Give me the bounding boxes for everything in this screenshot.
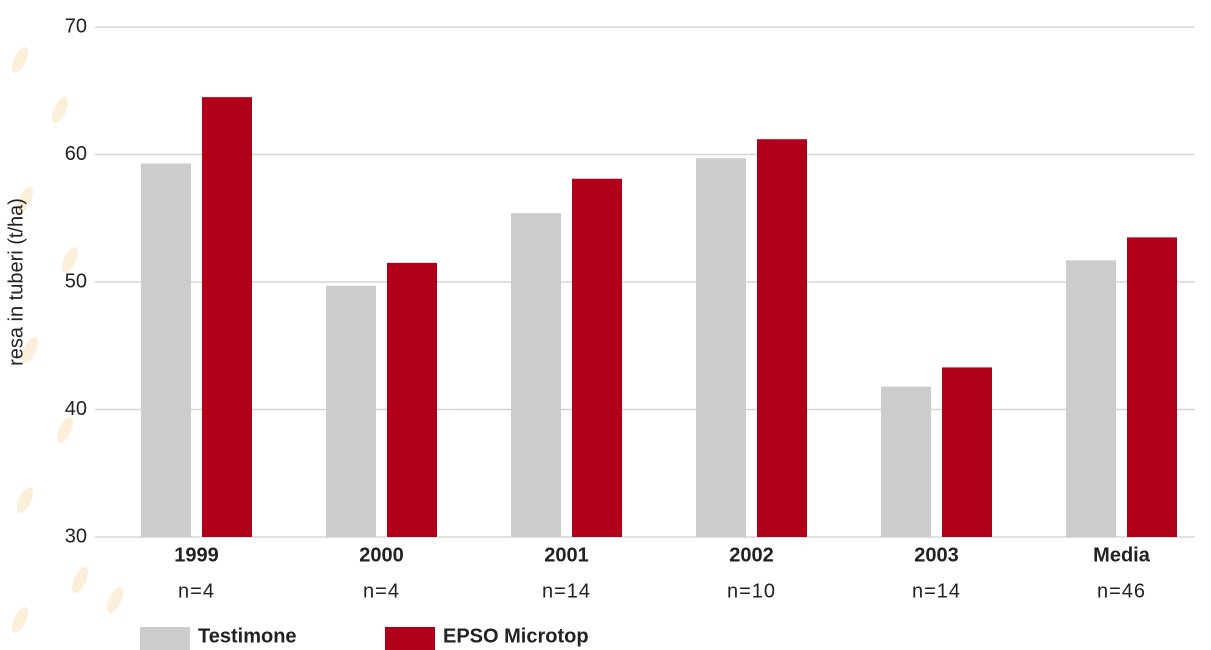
bar — [387, 262, 437, 537]
legend-swatch — [140, 627, 190, 650]
x-tick-label: 2001 — [544, 544, 589, 566]
x-tick-label: Media — [1093, 544, 1151, 566]
bar — [696, 158, 746, 537]
legend-label: EPSO Microtop — [443, 625, 589, 647]
category-note: n=46 — [1097, 580, 1146, 602]
y-tick-label: 40 — [65, 398, 87, 420]
background-pattern — [11, 47, 124, 633]
x-tick-label: 1999 — [174, 544, 219, 566]
bar — [572, 178, 622, 537]
category-note: n=4 — [178, 580, 215, 602]
bar — [881, 386, 931, 537]
legend-swatch — [385, 627, 435, 650]
bar — [202, 97, 252, 537]
y-tick-label: 50 — [65, 270, 87, 292]
y-tick-label: 70 — [65, 15, 87, 37]
legend-label: Testimone — [198, 625, 297, 647]
category-note: n=14 — [542, 580, 591, 602]
bar — [141, 163, 191, 538]
bar — [942, 367, 992, 537]
category-note: n=10 — [727, 580, 776, 602]
x-tick-label: 2000 — [359, 544, 404, 566]
bar — [1066, 260, 1116, 537]
bar — [326, 285, 376, 537]
x-tick-label: 2002 — [729, 544, 774, 566]
y-axis-title: resa in tuberi (t/ha) — [5, 198, 27, 366]
bar — [757, 139, 807, 537]
x-tick-label: 2003 — [914, 544, 959, 566]
category-note: n=4 — [363, 580, 400, 602]
category-note: n=14 — [912, 580, 961, 602]
y-tick-label: 60 — [65, 143, 87, 165]
bar — [1127, 237, 1177, 537]
bar — [511, 213, 561, 537]
y-tick-label: 30 — [65, 525, 87, 547]
